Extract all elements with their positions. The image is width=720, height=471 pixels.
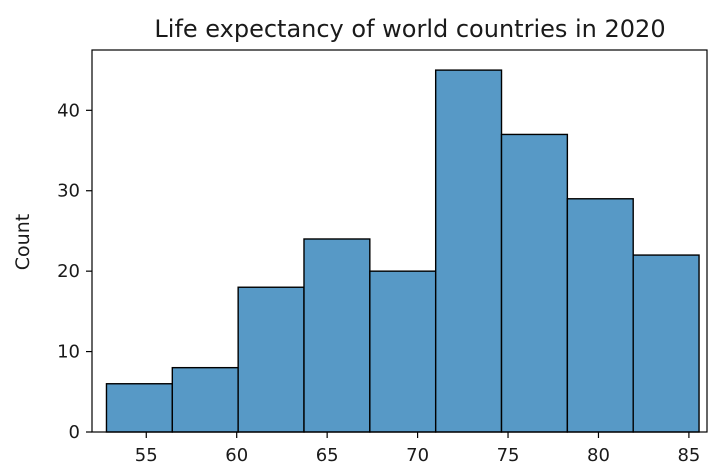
y-tick-label: 0 [69,422,80,443]
chart-title: Life expectancy of world countries in 20… [154,15,665,43]
x-tick-label: 75 [497,445,520,466]
histogram-bar [237,286,305,433]
y-tick-label: 20 [57,261,80,282]
histogram-bar [500,133,569,433]
histogram-bar [632,254,700,433]
histogram-bar [105,383,174,433]
y-tick-label: 30 [57,181,80,202]
x-tick-label: 60 [225,445,248,466]
y-tick-label: 10 [57,342,80,363]
plot-area: 55 60 65 70 75 80 85 0 10 20 30 40 [57,49,708,466]
x-tick-label: 80 [587,445,610,466]
y-axis-label: Count [12,214,34,270]
x-tick-label: 70 [406,445,429,466]
histogram-bar [171,366,239,433]
histogram-bar [369,270,437,433]
x-tick-label: 65 [316,445,339,466]
histogram-bar [566,198,634,433]
histogram-bar [303,238,371,433]
x-tick-label: 85 [677,445,700,466]
x-tick-label: 55 [135,445,158,466]
y-tick-label: 40 [57,100,80,121]
plot-frame [91,49,708,433]
histogram-bar [434,69,503,433]
